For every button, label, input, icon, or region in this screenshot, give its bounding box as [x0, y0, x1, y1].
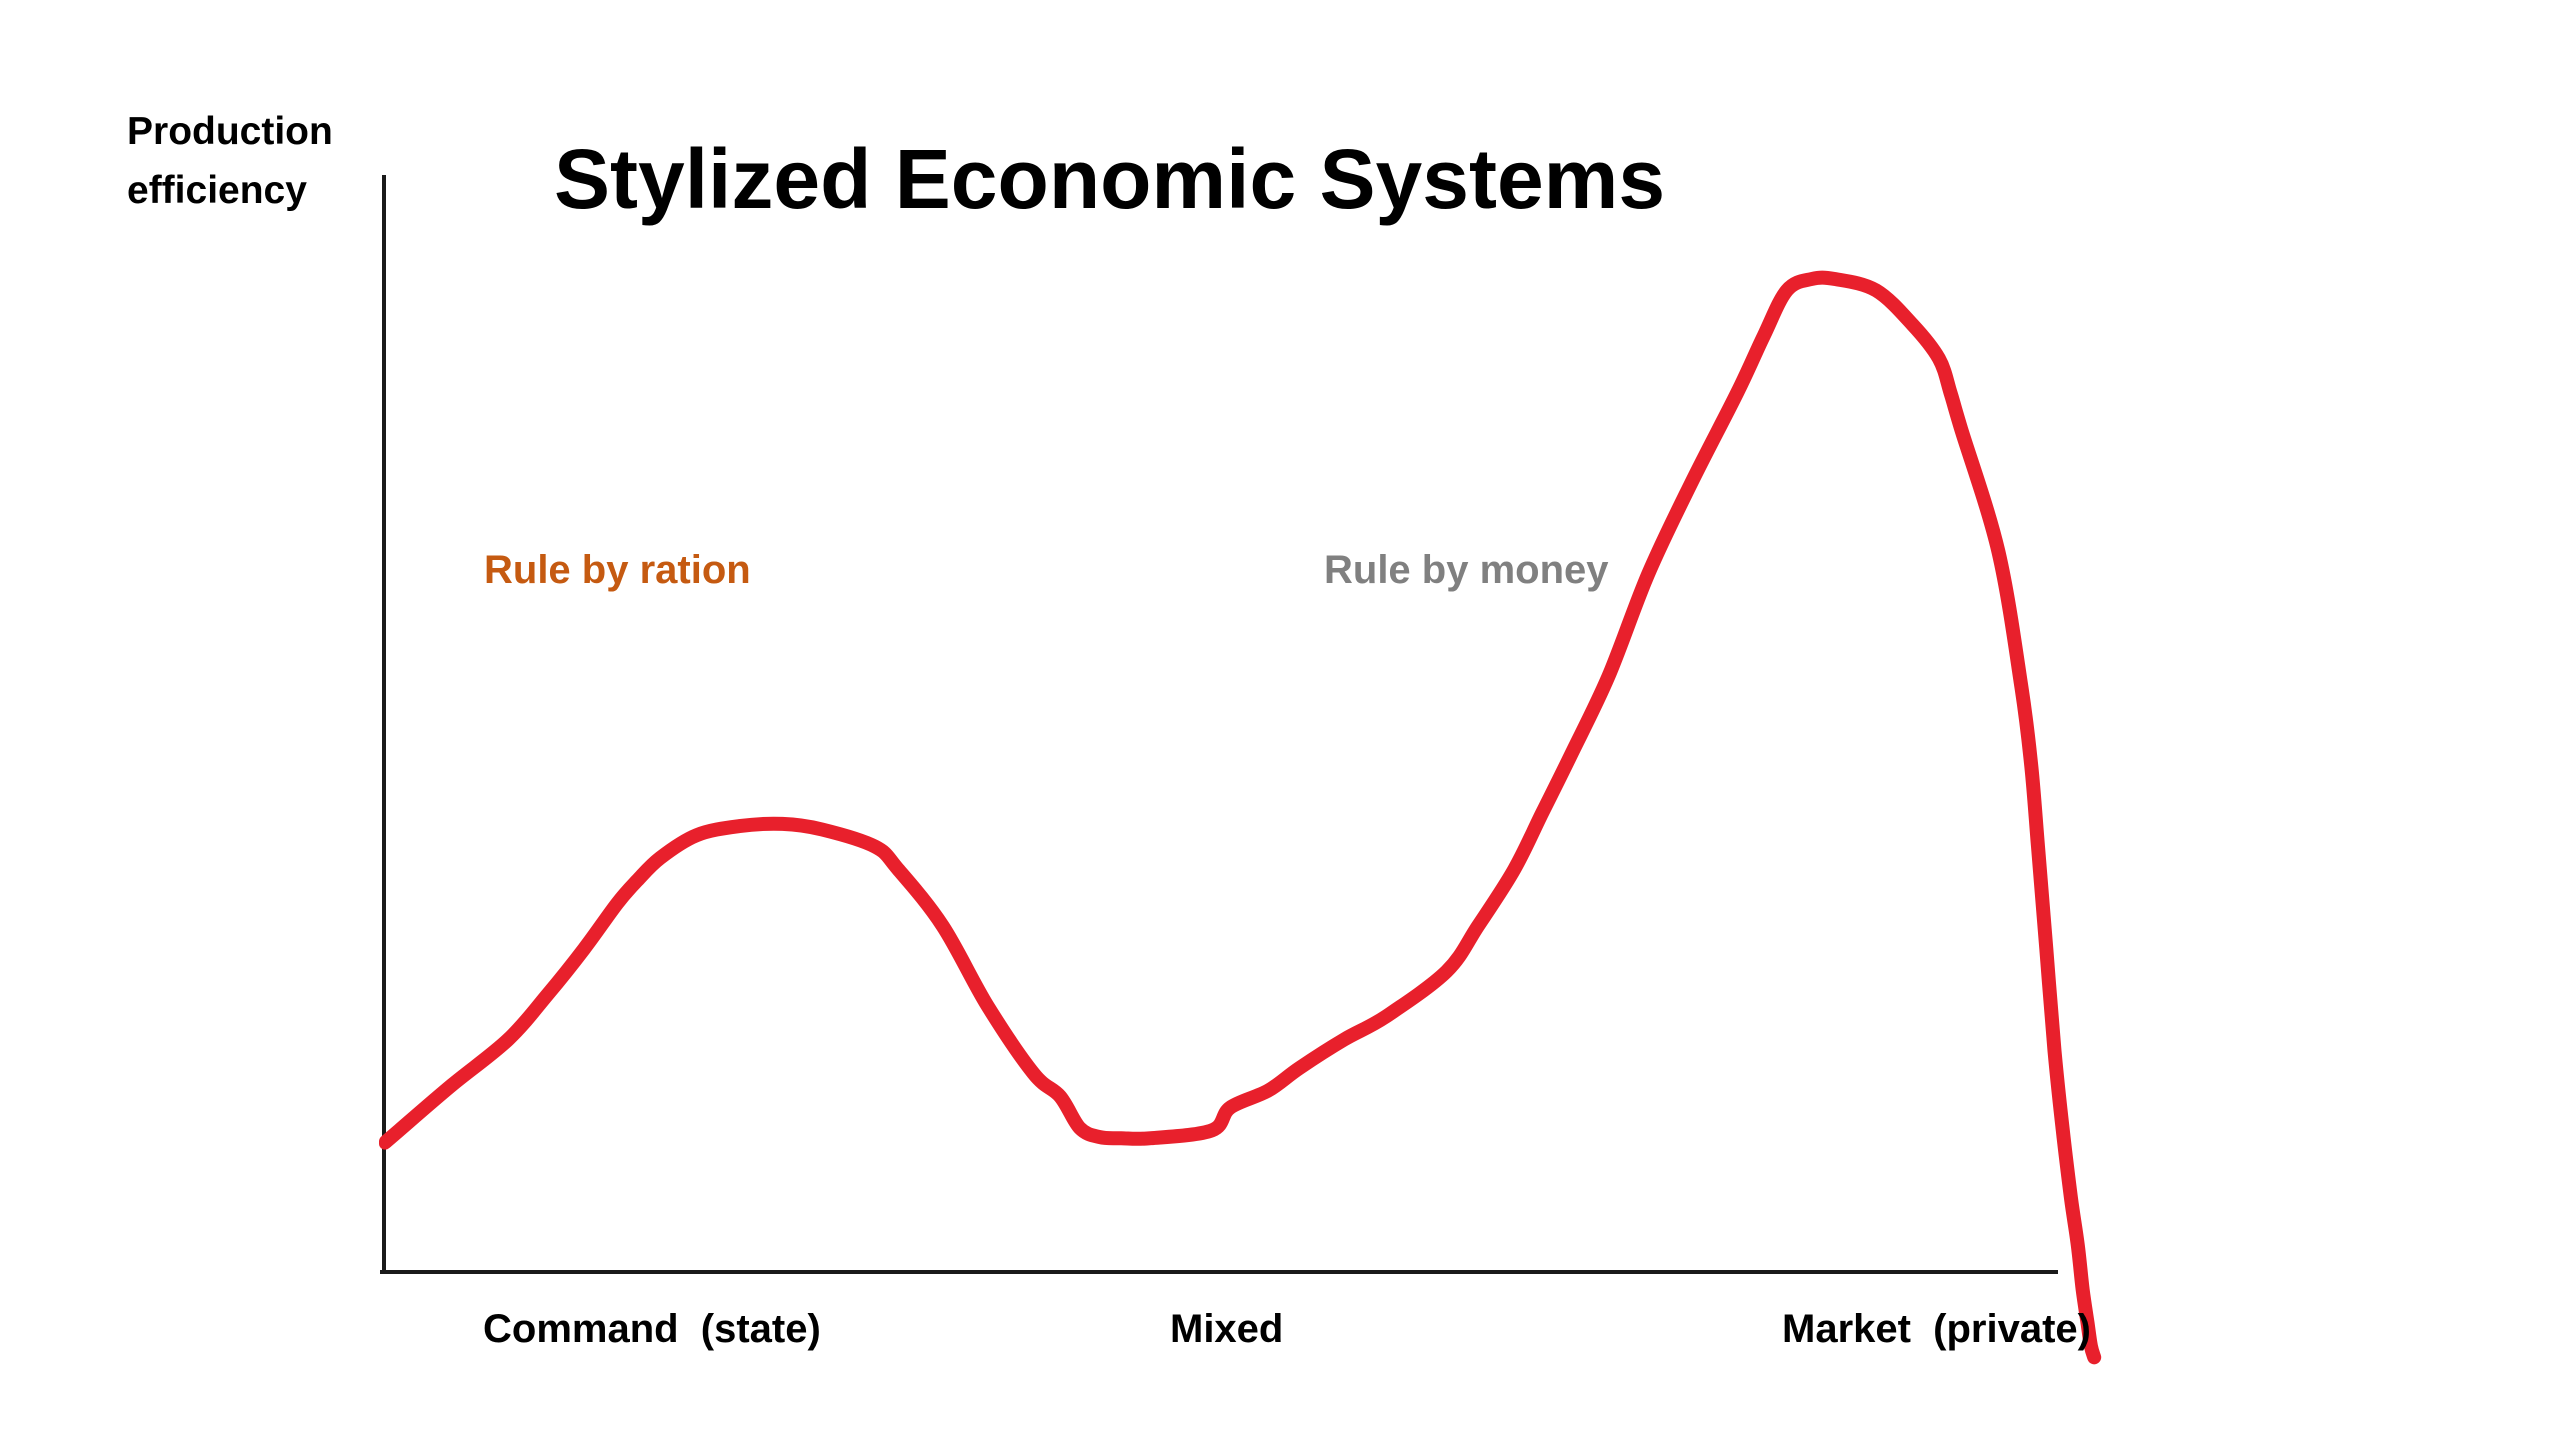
y-axis-label-line-2: efficiency — [127, 169, 307, 212]
chart-title: Stylized Economic Systems — [554, 132, 1665, 226]
y-axis-label-line-1: Production — [127, 110, 333, 153]
series-line-0 — [379, 270, 2102, 1365]
axes — [380, 175, 2058, 1274]
series-layer — [379, 270, 2102, 1365]
x-tick-label-mixed: Mixed — [1170, 1307, 1283, 1351]
x-tick-label-market: Market (private) — [1782, 1307, 2091, 1351]
x-tick-label-command: Command (state) — [483, 1307, 821, 1351]
annotation-rule-by-money: Rule by money — [1324, 548, 1609, 592]
annotation-rule-by-ration: Rule by ration — [484, 548, 751, 592]
text-layer: Production efficiency Stylized Economic … — [127, 110, 2091, 1351]
series-start-point-0 — [379, 1137, 391, 1150]
